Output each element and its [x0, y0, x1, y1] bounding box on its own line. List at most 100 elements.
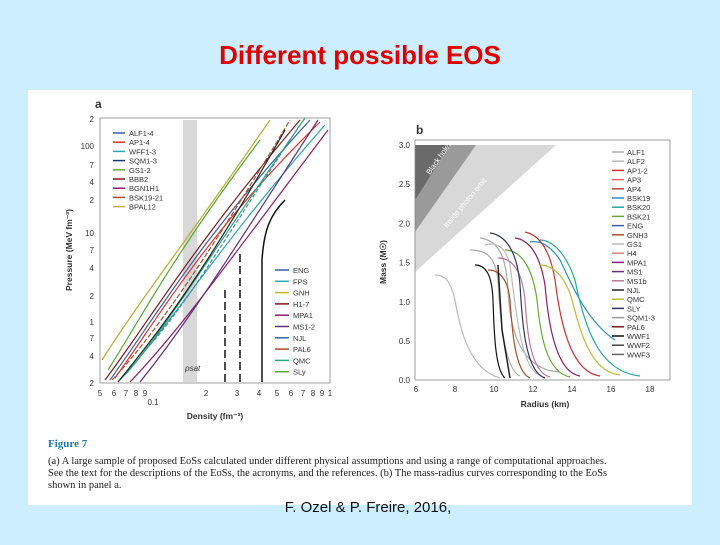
y-tick-label: 7	[90, 246, 95, 255]
legend-label: BSK19-21	[129, 193, 163, 202]
legend-label: PAL6	[627, 323, 645, 332]
x-tick-label: 6	[414, 385, 419, 394]
y-tick-label: 2	[90, 196, 95, 205]
x-tick-label: 0.1	[147, 398, 159, 407]
legend-label: SQM1-3	[627, 314, 655, 323]
y-tick-label: 4	[90, 178, 95, 187]
legend-label: SLY	[627, 304, 641, 313]
black-hole-core	[415, 145, 450, 200]
curve	[107, 139, 261, 371]
axes-frame	[99, 117, 331, 384]
legend-label: FPS	[293, 277, 308, 286]
legend-label: GS1-2	[129, 166, 151, 175]
legend-label: MS1-2	[293, 323, 315, 332]
panel-label: a	[95, 97, 102, 111]
x-tick-label: 8	[134, 389, 139, 398]
legend-label: H4	[627, 249, 637, 258]
x-axis-label: Density (fm⁻³)	[187, 411, 244, 421]
mass-radius-curves	[434, 231, 641, 379]
x-tick-label: 4	[257, 389, 262, 398]
curve	[539, 264, 621, 376]
x-tick-label: 14	[568, 385, 577, 394]
y-tick-label: 2	[90, 115, 95, 124]
curve	[111, 119, 291, 381]
legend-label: BGN1H1	[129, 184, 159, 193]
legend-label: AP1-4	[129, 138, 150, 147]
legend-label: MS1b	[627, 277, 647, 286]
x-tick-label: 7	[124, 389, 129, 398]
legend-label: SQM1-3	[129, 157, 157, 166]
curve	[139, 119, 319, 383]
curve	[149, 124, 301, 346]
curve	[497, 257, 551, 378]
caption-line: shown in panel a.	[48, 480, 122, 491]
curve	[469, 249, 521, 377]
panel-a: a ρsat Pressure (MeV fm⁻³) Density (fm⁻³…	[64, 97, 333, 421]
rho-sat-band	[183, 120, 197, 382]
eos-curves	[101, 117, 329, 383]
x-tick-label: 6	[112, 389, 117, 398]
curve	[129, 129, 329, 383]
curve	[101, 119, 271, 361]
legend-label: H1-7	[293, 300, 309, 309]
legend-label: NJL	[627, 286, 640, 295]
panel-label: b	[416, 123, 423, 137]
caption-line: See the text for the descriptions of the…	[48, 468, 607, 479]
x-axis-label: Radius (km)	[521, 399, 570, 409]
legend-label: GS1	[627, 240, 642, 249]
legend-label: AP4	[627, 185, 641, 194]
y-tick-label: 2	[90, 292, 95, 301]
x-tick-label: 3	[235, 389, 240, 398]
legend-label: ENG	[293, 266, 309, 275]
y-tick-label: 1	[90, 318, 95, 327]
y-axis-label: Mass (M☉)	[378, 240, 388, 284]
legend-label: BBB2	[129, 175, 148, 184]
curve	[117, 129, 286, 383]
curve	[514, 237, 581, 377]
caption-heading: Figure 7	[48, 438, 88, 450]
legend-label: ALF1-4	[129, 129, 154, 138]
curve	[484, 243, 541, 376]
legend-label: QMC	[627, 295, 645, 304]
y-tick-label: 2.0	[399, 219, 411, 228]
panel-b: b Black holes Inside photon orbit Mass (…	[378, 123, 671, 409]
y-tick-label: 4	[90, 264, 95, 273]
curve	[261, 199, 286, 382]
legend-label: MPA1	[293, 311, 313, 320]
x-tick-label: 8	[311, 389, 316, 398]
legend-label: MS1	[627, 268, 642, 277]
curve	[497, 264, 511, 379]
y-tick-label: 2	[90, 379, 95, 388]
curve	[114, 121, 321, 379]
x-tick-label: 6	[289, 389, 294, 398]
y-tick-label: 1.5	[399, 259, 411, 268]
figure-background	[28, 90, 692, 505]
y-tick-label: 7	[90, 334, 95, 343]
caption-line: (a) A large sample of proposed EoSs calc…	[48, 456, 607, 467]
x-tick-label: 12	[529, 385, 538, 394]
legend-label: BSK19	[627, 194, 650, 203]
legend-label: MPA1	[627, 258, 647, 267]
caption: Figure 7 (a) A large sample of proposed …	[48, 438, 607, 491]
y-tick-label: 2.5	[399, 180, 411, 189]
legend-label: ALF1	[627, 148, 645, 157]
x-tick-label: 18	[646, 385, 655, 394]
x-tick-label: 5	[275, 389, 280, 398]
x-tick-label: 10	[490, 385, 499, 394]
y-tick-label: 100	[81, 142, 95, 151]
x-tick-label: 8	[453, 385, 458, 394]
x-tick-label: 2	[204, 389, 209, 398]
x-tick-label: 16	[607, 385, 616, 394]
y-tick-label: 10	[85, 229, 94, 238]
legend-label: ALF2	[627, 157, 645, 166]
legend-label: GNH	[293, 289, 310, 298]
y-tick-label: 0.5	[399, 337, 411, 346]
y-tick-label: 0.0	[399, 376, 411, 385]
legend-label: WWF1	[627, 332, 650, 341]
x-tick-label: 5	[98, 389, 103, 398]
legend-label: SLy	[293, 368, 306, 377]
legend-label: BSK21	[627, 212, 650, 221]
legend-label: BPAL12	[129, 203, 156, 212]
curve	[434, 274, 501, 379]
